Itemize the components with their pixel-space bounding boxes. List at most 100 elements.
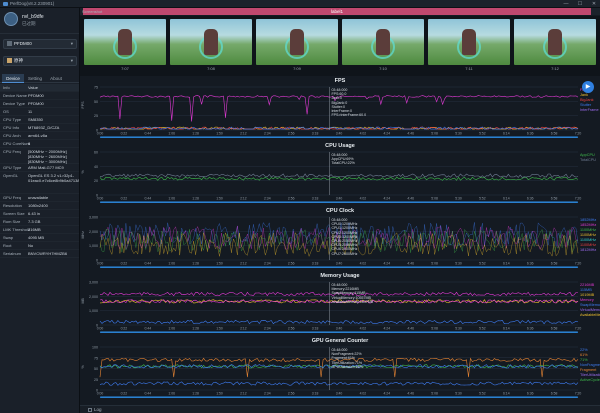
legend-item[interactable]: 2216MB (580, 283, 595, 287)
legend-item[interactable]: SwapMemory (580, 303, 600, 307)
chart-title: CPU Clock (325, 208, 355, 214)
legend-item[interactable]: 1019MB (580, 293, 595, 297)
info-row: Device Type PFDM00 (0, 100, 79, 108)
chevron-down-icon: ▾ (70, 41, 73, 46)
y-axis-label: FPS (81, 101, 85, 109)
tab-label1[interactable]: label1 (83, 8, 591, 15)
x-tick-label: 5:52 (479, 327, 486, 331)
minimize-button[interactable]: — (563, 1, 569, 7)
legend-item[interactable]: Stutter (580, 103, 592, 107)
tooltip-line: AvailableMemory:1637MB (331, 299, 374, 304)
play-button[interactable]: ▶ (582, 81, 594, 93)
tooltip-line: CPU5:2000MHz (331, 243, 358, 248)
legend-item[interactable]: ActiveCycle (580, 378, 600, 382)
thumbnail-time: 7:08 (207, 66, 215, 71)
info-value: 4095 MB (28, 235, 45, 240)
screenshot-thumbnail[interactable] (428, 19, 510, 65)
case-tabbar: label1 Screenshot (80, 8, 600, 15)
game-character (548, 29, 562, 55)
legend-item[interactable]: 1100MHz (580, 228, 596, 232)
tab-setting[interactable]: Setting (27, 76, 42, 81)
legend-item[interactable]: 71% (580, 358, 588, 362)
cursor-tooltip: 03:48:000 FPS:60.0 Jank:0 BigJank:0 Stutter:… (331, 88, 366, 117)
avatar[interactable] (4, 12, 18, 26)
legend-item[interactable]: 1100MHz (580, 243, 596, 247)
legend-item[interactable]: BigJank (580, 98, 594, 102)
legend-item[interactable]: 61% (580, 353, 588, 357)
legend-item[interactable]: 1852MHz (580, 218, 597, 222)
close-button[interactable]: ✕ (591, 1, 597, 7)
chart-legend: AppCPU TotalCPU (580, 153, 596, 163)
x-tick-label: 0:44 (144, 197, 151, 201)
x-tick-label: 3:40 (336, 197, 343, 201)
bottom-bar: Log (80, 405, 600, 413)
legend-item[interactable]: TotalCPU (580, 158, 597, 162)
legend-item[interactable]: Fragment (580, 368, 597, 372)
time-range-slider[interactable] (100, 266, 578, 268)
legend-item[interactable]: 1100MHz (580, 238, 596, 242)
legend-item[interactable]: 1852MHz (580, 223, 597, 227)
x-tick-label: 5:30 (455, 262, 462, 266)
tab-device[interactable]: Device (2, 74, 24, 83)
device-select[interactable]: PFDM00 ▾ (3, 39, 77, 49)
y-tick-label: 1,000 (89, 244, 98, 248)
screenshot-thumbnail[interactable] (256, 19, 338, 65)
screenshot-thumbnail[interactable] (514, 19, 596, 65)
time-range-slider[interactable] (100, 396, 578, 398)
screenshot-thumbnail[interactable] (84, 19, 166, 65)
legend-item[interactable]: 1812MHz (580, 248, 597, 252)
legend-item[interactable]: AvailableMemory (580, 313, 600, 317)
legend-item[interactable]: Jank (580, 93, 589, 97)
legend-item[interactable]: AppCPU (580, 153, 595, 157)
x-tick-label: 1:50 (216, 327, 223, 331)
series-line (99, 176, 579, 181)
x-tick-label: 5:30 (455, 197, 462, 201)
y-tick-label: 20 (94, 179, 98, 183)
info-key: OpenGL (3, 173, 19, 178)
tooltip-line: 03:48:000 (331, 218, 348, 222)
x-tick-label: 5:08 (431, 392, 438, 396)
info-value: unavailable (28, 195, 49, 200)
info-row: OpenGL OpenGL ES 3.2 v1.r32p1-01eac0.e7c6… (0, 172, 79, 194)
info-row: LMK Threshold 216MB (0, 226, 79, 234)
series-line (99, 225, 578, 251)
thumbnail-time: 7:09 (293, 66, 301, 71)
log-checkbox[interactable] (88, 408, 92, 412)
legend-item[interactable]: InterFrame (580, 108, 599, 112)
legend-item[interactable]: 1100MHz (580, 233, 596, 237)
info-value: ARM Mali-G77 MC9 (28, 165, 64, 170)
x-tick-label: 0:00 (97, 262, 104, 266)
time-range-slider[interactable] (100, 136, 578, 138)
device-select-value: PFDM00 (14, 41, 32, 46)
window-title: PerfDog(v8.2.230901) (10, 1, 55, 6)
y-tick-label: 75 (94, 86, 98, 90)
legend-item[interactable]: TilerUtilization (580, 373, 600, 377)
tooltip-line: 03:48:000 (331, 88, 348, 92)
maximize-button[interactable]: ☐ (577, 1, 583, 7)
info-key: Serialnum (3, 251, 22, 256)
tab-about[interactable]: About (50, 76, 62, 81)
info-value: BNVCWRYH7HMZB6 (28, 251, 68, 256)
legend-item[interactable]: VirtualMemory (580, 308, 600, 312)
legend-item[interactable]: 22% (580, 348, 588, 352)
screenshot-tab-label[interactable]: Screenshot (82, 9, 103, 14)
screenshot-thumbnail[interactable] (170, 19, 252, 65)
legend-item[interactable]: 115MB (580, 288, 592, 292)
legend-item[interactable]: Memory (580, 298, 594, 302)
screenshot-thumbnail[interactable] (342, 19, 424, 65)
x-tick-label: 0:44 (144, 262, 151, 266)
time-range-slider[interactable] (100, 331, 578, 333)
info-row: CPU CoreNum 8 (0, 140, 79, 148)
account-status: 已过期 (22, 21, 36, 26)
info-value: 6.43 in (28, 211, 41, 216)
app-select[interactable]: 原神 ▾ (3, 56, 77, 66)
chart-cpu-clock: CPU Clock 3,000 2,000 1,000 0 MHz 0:00 0:22 0:44… (80, 208, 600, 270)
info-key: CPU Arch (3, 133, 21, 138)
y-tick-label: 25 (94, 378, 98, 382)
time-range-slider[interactable] (100, 201, 578, 203)
x-tick-label: 2:34 (264, 197, 271, 201)
thumbnail-time: 7:11 (465, 66, 473, 71)
legend-item[interactable]: NonFragment (580, 363, 600, 367)
x-tick-label: 1:50 (216, 262, 223, 266)
x-tick-label: 3:40 (336, 132, 343, 136)
